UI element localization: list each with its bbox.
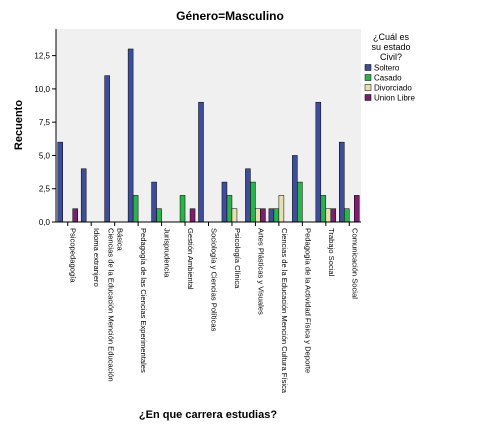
legend-swatch <box>364 64 372 71</box>
legend-swatch <box>364 94 372 101</box>
y-tick-label: 0,0 <box>39 218 51 227</box>
legend-label: Union Libre <box>374 94 415 103</box>
x-tick-label: Gestión Ambiental <box>186 228 195 290</box>
bar <box>104 75 110 223</box>
x-tick-label: Artes Plásticas y Visuales <box>256 228 265 315</box>
legend-label: Divorciado <box>374 84 412 93</box>
bar <box>198 101 204 223</box>
bar <box>127 48 134 223</box>
x-tick-label: Trabajo Social <box>327 228 336 277</box>
y-tick-label: 2,5 <box>39 185 51 194</box>
bar <box>255 208 261 223</box>
bar <box>260 208 266 223</box>
y-tick-label: 12,5 <box>34 52 50 61</box>
bar <box>344 208 350 223</box>
x-tick-label: Psicología Clínica <box>233 228 242 289</box>
legend-label: Casado <box>374 74 402 83</box>
y-tick-label: 5,0 <box>39 151 51 160</box>
bar <box>330 208 337 223</box>
x-tick-label: Sociología y Ciencias Políticas <box>210 228 219 332</box>
bar <box>278 195 285 223</box>
x-tick-label: Psicopedagogía <box>69 228 78 283</box>
x-tick-label: Ciencias de la Educación Mención Educaci… <box>107 228 116 382</box>
bar <box>250 181 256 223</box>
bar <box>132 195 139 223</box>
x-tick-label: Básica <box>116 228 125 252</box>
bar <box>292 155 298 223</box>
bar <box>80 168 87 223</box>
bar <box>245 168 251 223</box>
bar <box>320 195 327 223</box>
bar <box>325 208 332 223</box>
x-tick-label: Pedagogía de la Actividad Física y Depor… <box>303 228 312 373</box>
y-axis-title: Recuento <box>13 100 25 150</box>
bar <box>273 208 280 223</box>
x-tick-label: Jurisprudencia <box>163 228 172 278</box>
x-tick-label: Ciencias de la Educación Mención Cultura… <box>280 228 289 394</box>
bar <box>339 141 345 223</box>
bar <box>189 208 196 223</box>
bar <box>268 208 275 223</box>
bar <box>179 195 186 223</box>
x-tick-label: Pedagogía de las Ciencias Experimentales <box>139 228 148 373</box>
bar <box>297 181 303 223</box>
bar <box>72 208 78 223</box>
bar <box>151 181 157 223</box>
bar <box>231 208 238 223</box>
bar <box>156 208 162 223</box>
chart-title: Género=Masculino <box>176 9 284 23</box>
legend-swatch <box>364 74 372 81</box>
x-tick-label: Idioma extranjero <box>92 228 101 287</box>
bars <box>57 48 360 223</box>
x-tick-label: Comunicación Social <box>350 228 359 299</box>
bar <box>354 195 360 223</box>
legend-title: Civil? <box>380 52 402 62</box>
bar <box>226 195 233 223</box>
legend-title: ¿Cuál es <box>373 32 410 42</box>
y-tick-label: 7,5 <box>39 118 51 127</box>
legend-title: su estado <box>371 42 410 52</box>
bar <box>315 101 322 223</box>
x-axis-title: ¿En que carrera estudias? <box>139 409 277 421</box>
bar <box>57 141 63 223</box>
y-tick-label: 10,0 <box>34 85 50 94</box>
x-axis: Psicopedagogía Idioma extranjero Ciencias … <box>67 222 359 394</box>
legend-label: Soltero <box>374 64 400 73</box>
legend-swatch <box>364 84 372 91</box>
plot-background <box>56 29 361 222</box>
y-axis: 0,0 2,5 5,0 7,5 10,0 12,5 <box>34 52 56 227</box>
bar <box>221 181 228 223</box>
